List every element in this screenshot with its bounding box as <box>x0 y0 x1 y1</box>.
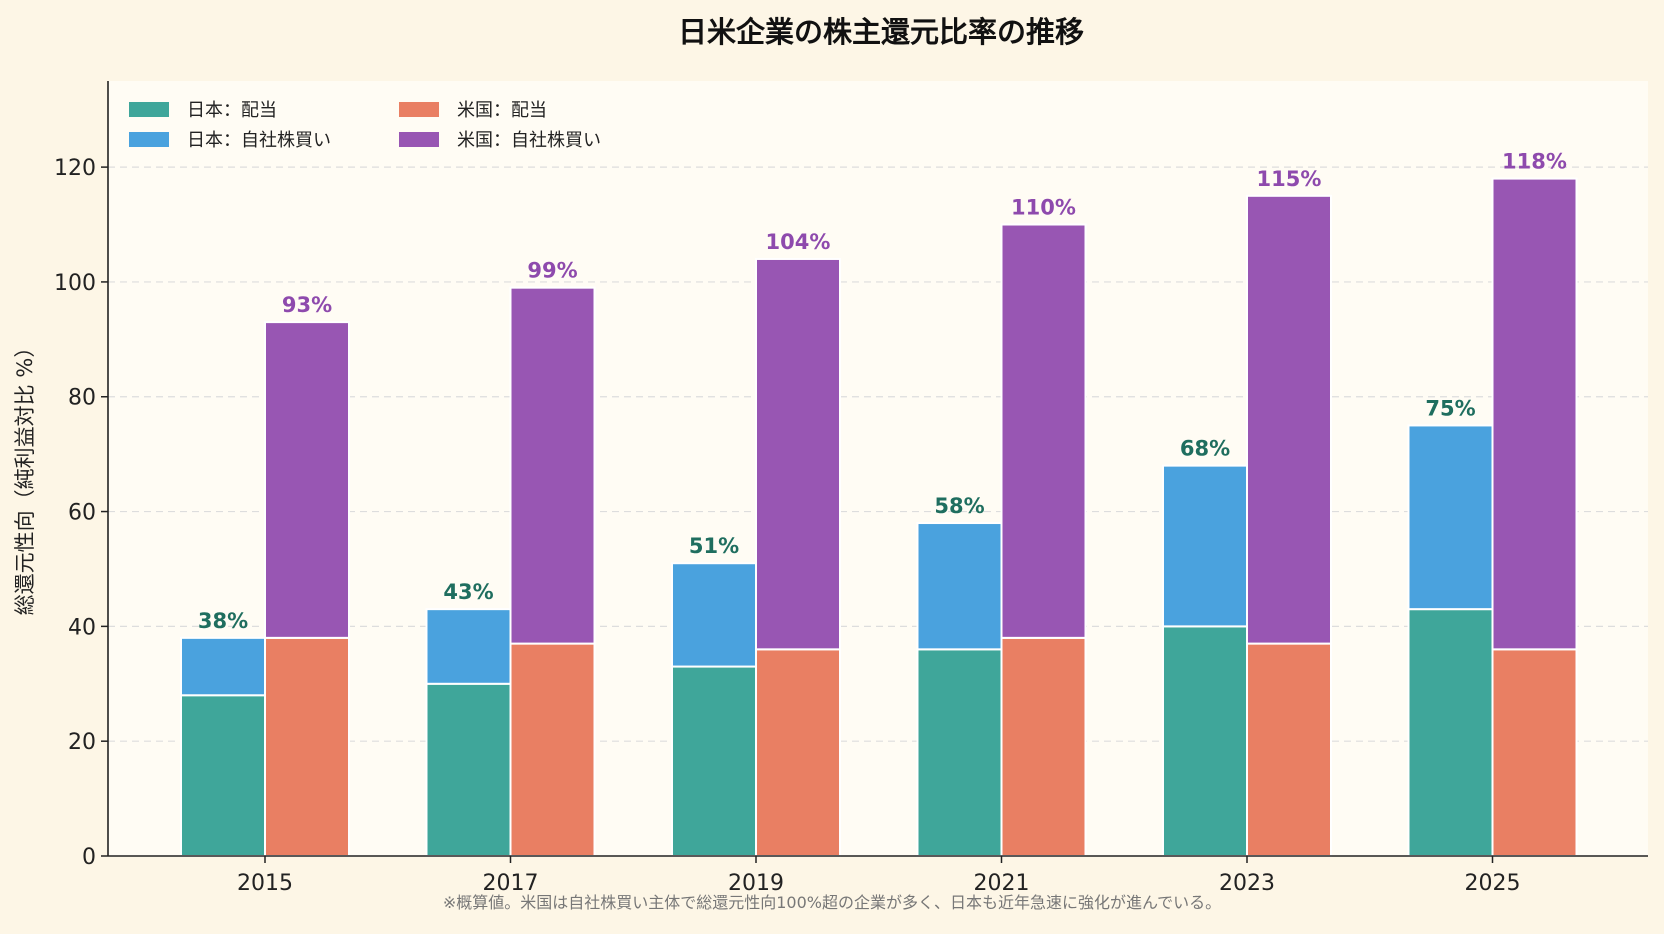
y-tick-label: 60 <box>68 501 96 526</box>
bar-segment <box>1407 424 1494 611</box>
total-label: 38% <box>198 609 248 633</box>
bar-segment <box>1000 223 1087 639</box>
y-tick-label: 80 <box>68 386 96 411</box>
total-label: 75% <box>1425 396 1475 420</box>
bar-segment <box>1162 464 1248 628</box>
x-tick-label: 2023 <box>1219 871 1275 896</box>
x-tick-label: 2025 <box>1465 871 1521 896</box>
legend-label: 日本：自社株買い <box>187 130 331 151</box>
x-tick-label: 2017 <box>483 871 539 896</box>
total-label: 110% <box>1011 196 1076 220</box>
bar-segment <box>1246 194 1332 645</box>
bar-segment <box>1491 648 1578 857</box>
bar-segment <box>1491 177 1578 651</box>
bar-segment <box>509 286 596 645</box>
bar-segment <box>1407 608 1494 857</box>
footnote: ※概算値。米国は自社株買い主体で総還元性向100%超の企業が多く、日本も近年急速… <box>443 893 1221 912</box>
bar-segment <box>180 694 266 858</box>
bar-segment <box>1000 636 1087 858</box>
y-tick-label: 120 <box>54 156 96 181</box>
legend-label: 日本：配当 <box>187 100 277 121</box>
y-tick-label: 40 <box>68 615 96 640</box>
x-tick-label: 2021 <box>974 871 1030 896</box>
total-label: 51% <box>689 534 739 558</box>
x-tick-label: 2019 <box>728 871 784 896</box>
bar-segment <box>509 642 596 857</box>
total-label: 93% <box>282 293 332 317</box>
bar-segment <box>671 562 757 668</box>
legend-swatch <box>399 132 439 147</box>
total-label: 104% <box>766 230 831 254</box>
y-tick-label: 100 <box>54 271 96 296</box>
total-label: 68% <box>1180 437 1230 461</box>
bar-segment <box>425 682 512 857</box>
total-label: 118% <box>1502 150 1567 174</box>
total-label: 115% <box>1257 167 1322 191</box>
bar-segment <box>671 665 757 857</box>
total-label: 58% <box>934 494 984 518</box>
data-labels: 38% 93% 43% 99% 51% 104% 58% 110% 68% 115% 75% 118% <box>198 150 1567 633</box>
legend-swatch <box>129 132 169 147</box>
total-label: 43% <box>443 580 493 604</box>
axes <box>101 81 1648 863</box>
legend-label: 米国：配当 <box>457 100 547 121</box>
bar-segment <box>916 648 1003 857</box>
bar-segment <box>180 636 266 697</box>
y-tick-label: 20 <box>68 730 96 755</box>
legend-label: 米国：自社株買い <box>457 130 601 151</box>
bar-segment <box>264 321 350 639</box>
tick-labels: 0 20 40 60 80 100 120 2015 2017 2019 2021 2023 2025 <box>54 156 1521 896</box>
y-axis-label: 総還元性向（純利益対比 %） <box>13 337 37 616</box>
legend-swatch <box>399 102 439 117</box>
chart-title: 日米企業の株主還元比率の推移 <box>678 15 1084 49</box>
bar-segment <box>1246 642 1332 857</box>
bar-segment <box>755 257 841 651</box>
bar-segment <box>916 522 1003 651</box>
legend-swatch <box>129 102 169 117</box>
total-label: 99% <box>527 259 577 283</box>
bar-segment <box>425 608 512 685</box>
bar-segment <box>755 648 841 857</box>
bar-segment <box>264 636 350 858</box>
grid-lines <box>108 166 1648 742</box>
bars <box>180 177 1578 858</box>
x-tick-label: 2015 <box>237 871 293 896</box>
y-tick-label: 0 <box>82 845 96 870</box>
bar-segment <box>1162 625 1248 857</box>
plot-area <box>108 81 1648 856</box>
